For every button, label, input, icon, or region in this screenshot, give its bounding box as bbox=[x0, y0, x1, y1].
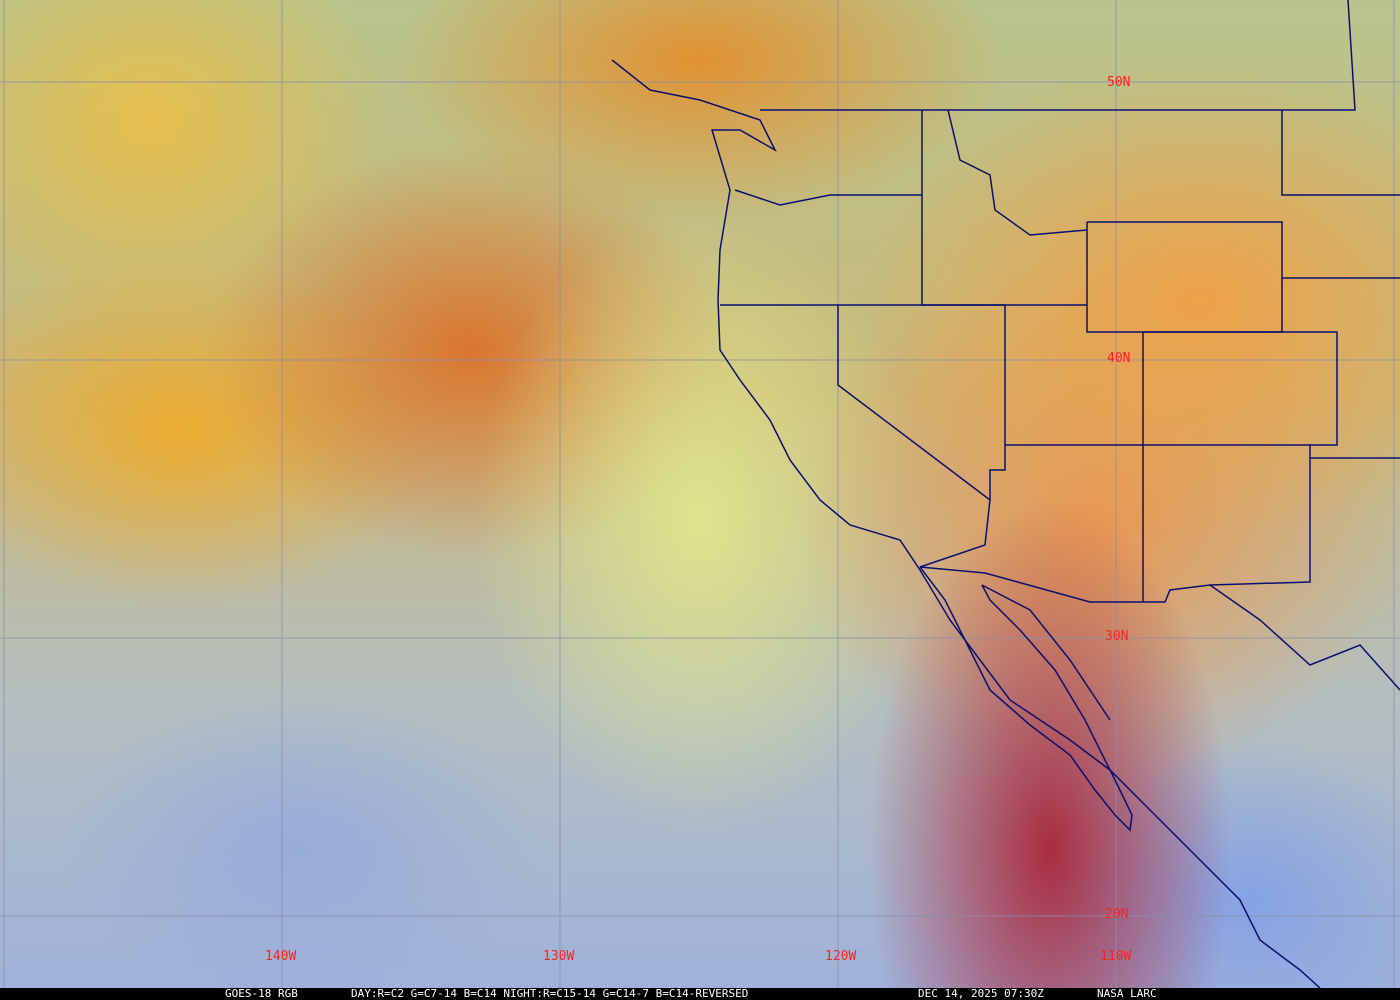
coastline bbox=[611, 59, 1321, 988]
mexico-gulf-coast bbox=[981, 584, 1111, 721]
lat-label-30n: 30N bbox=[1105, 629, 1128, 644]
lat-label-20n: 20N bbox=[1105, 907, 1128, 922]
lon-label-140w: 140W bbox=[265, 949, 296, 964]
montana-east-border bbox=[1281, 110, 1400, 196]
rgb-recipe: DAY:R=C2 G=C7-14 B=C14 NIGHT:R=C15-14 G=… bbox=[351, 987, 749, 1000]
political-borders bbox=[611, 0, 1400, 988]
credit: NASA LARC bbox=[1097, 987, 1157, 1000]
timestamp: DEC 14, 2025 07:30Z bbox=[918, 987, 1044, 1000]
baja-peninsula bbox=[919, 566, 1133, 832]
lon-label-120w: 120W bbox=[825, 949, 856, 964]
nevada-east-border bbox=[989, 305, 1006, 500]
idaho-montana-border bbox=[947, 109, 1088, 236]
newmexico-east-border bbox=[1209, 445, 1311, 586]
lat-label-50n: 50N bbox=[1107, 75, 1130, 90]
lat-label-40n: 40N bbox=[1107, 351, 1130, 366]
grid-labels: 140W 130W 120W 110W 50N 40N 30N 20N bbox=[265, 75, 1131, 964]
us-canada-border bbox=[760, 0, 1356, 111]
satellite-name: GOES-18 RGB bbox=[225, 987, 298, 1000]
us-mexico-border bbox=[919, 566, 1400, 691]
lon-label-130w: 130W bbox=[543, 949, 574, 964]
image-caption-bar: GOES-18 RGB DAY:R=C2 G=C7-14 B=C14 NIGHT… bbox=[0, 988, 1400, 1000]
idaho-border bbox=[921, 110, 1087, 306]
washington-oregon-border bbox=[734, 189, 922, 206]
utah-border bbox=[1005, 222, 1144, 446]
lon-label-110w: 110W bbox=[1100, 949, 1131, 964]
colorado-border bbox=[1143, 331, 1338, 446]
